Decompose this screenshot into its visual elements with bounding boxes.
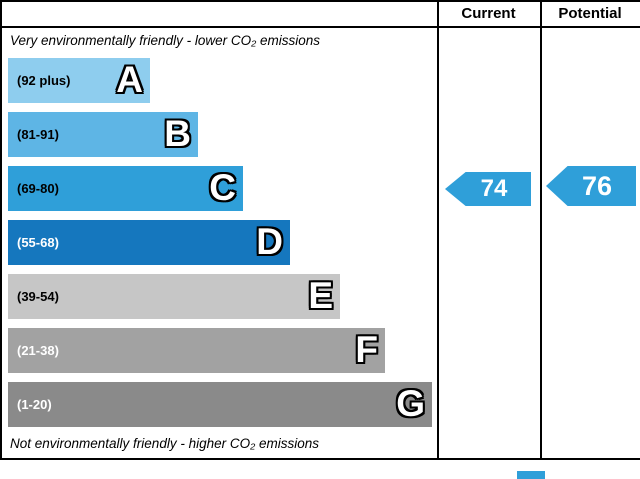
band-G: (1-20) G: [8, 382, 432, 427]
band-E: (39-54) E: [8, 274, 340, 319]
potential-column-divider: [540, 0, 542, 460]
band-D: (55-68) D: [8, 220, 290, 265]
band-range-label: (69-80): [17, 181, 59, 196]
band-range-label: (92 plus): [17, 73, 71, 88]
potential-rating-arrow: 76: [546, 166, 636, 206]
band-letter: D: [256, 220, 283, 262]
band-range-label: (55-68): [17, 235, 59, 250]
current-rating-value: 74: [480, 175, 508, 202]
band-range-label: (1-20): [17, 397, 52, 412]
top-border: [0, 0, 640, 2]
band-F: (21-38) F: [8, 328, 385, 373]
potential-column-header: Potential: [558, 4, 622, 22]
band-range-label: (39-54): [17, 289, 59, 304]
bottom-caption: Not environmentally friendly - higher CO…: [10, 436, 320, 451]
band-letter: F: [355, 328, 378, 370]
column-header-row: Current Potential: [0, 0, 640, 26]
band-B: (81-91) B: [8, 112, 198, 157]
band-letter: G: [396, 382, 425, 424]
current-column-header: Current: [461, 4, 516, 22]
partial-next-section-arrow: [517, 471, 545, 479]
band-letter: E: [308, 274, 333, 316]
rating-bands: (92 plus) A (81-91) B (69-80) C (55-68) D (39-54…: [8, 58, 437, 436]
header-divider: [0, 26, 640, 28]
band-A: (92 plus) A: [8, 58, 150, 103]
band-C: (69-80) C: [8, 166, 243, 211]
top-caption: Very environmentally friendly - lower CO…: [10, 33, 320, 48]
band-range-label: (21-38): [17, 343, 59, 358]
band-letter: A: [116, 58, 143, 100]
bottom-border: [0, 458, 640, 460]
potential-rating-value: 76: [581, 170, 613, 201]
left-border: [0, 0, 2, 460]
current-column-divider: [437, 0, 439, 460]
current-rating-arrow: 74: [445, 172, 531, 206]
header-spacer: [0, 0, 437, 26]
band-letter: C: [209, 166, 236, 208]
band-letter: B: [164, 112, 191, 154]
band-range-label: (81-91): [17, 127, 59, 142]
